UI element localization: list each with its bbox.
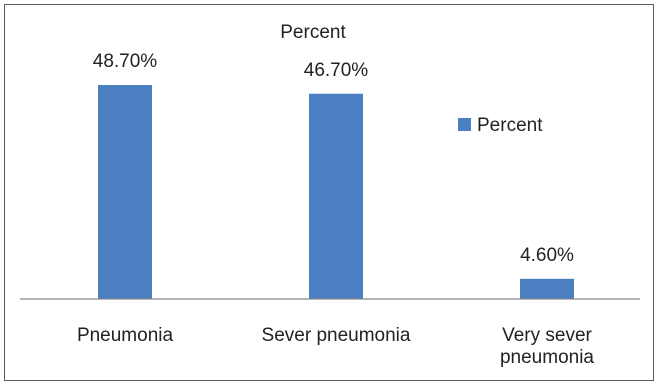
bars-group [98, 85, 574, 299]
legend-swatch [458, 118, 471, 131]
category-labels-group: Pneumonia Sever pneumonia Very severpneumo… [77, 325, 594, 368]
chart-title: Percent [280, 22, 346, 43]
data-label: 48.70% [93, 51, 158, 72]
legend-label: Percent [477, 115, 543, 136]
bar-very-sever-pneumonia [520, 278, 574, 299]
data-labels-group: 48.70% 46.70% 4.60% [93, 51, 574, 266]
data-label: 46.70% [304, 60, 369, 81]
legend: Percent [458, 115, 543, 136]
bar-sever-pneumonia [309, 93, 363, 299]
category-label: pneumonia [500, 347, 594, 368]
data-label: 4.60% [520, 245, 574, 266]
category-label: Very sever [502, 325, 592, 346]
category-label: Pneumonia [77, 325, 174, 346]
category-label: Sever pneumonia [262, 325, 411, 346]
bar-pneumonia [98, 85, 152, 299]
